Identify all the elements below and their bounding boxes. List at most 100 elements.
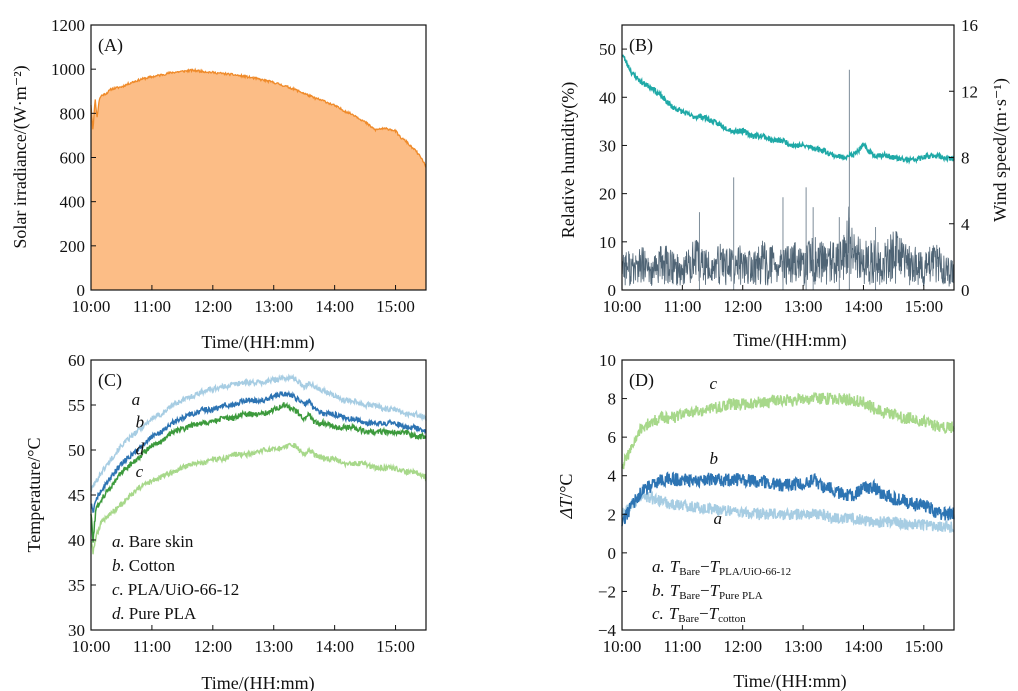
y-tick-label: 50 [68,441,85,460]
panel-d-frame [621,359,955,631]
x-tick-label: 10:00 [72,297,111,316]
delta-t-line-a [621,489,955,534]
legend-item-cotton: b. Cotton [112,556,176,575]
legend-item-pla-uio: c. PLA/UiO-66-12 [112,580,239,599]
legend-symbol: T [669,604,680,623]
legend-subscript: Bare [678,613,699,625]
legend-letter: b. [112,556,125,575]
x-tick-label: 14:00 [315,297,354,316]
y-tick-label: −4 [598,621,617,640]
curve-label-b: b [710,449,719,468]
x-tick-label: 15:00 [376,637,415,656]
legend-letter: c. [652,604,664,623]
legend-item-bare-minus-cotton: c. TBare−Tcotton [652,604,746,625]
legend-symbol: T [670,557,681,576]
legend-symbol: T [710,557,721,576]
temperature-line-a [90,373,427,492]
panel-a-x-axis-label: Time/(HH:mm) [201,332,314,353]
y-tick-label: 600 [60,149,86,168]
x-tick-label: 14:00 [844,297,883,316]
panel-c-label: (C) [98,370,122,391]
legend-letter: b. [652,581,665,600]
x-tick-label: 11:00 [663,637,701,656]
y-tick-label: 10 [599,351,616,370]
curve-label-c: c [710,374,718,393]
x-tick-label: 13:00 [784,297,823,316]
y-tick-label: 30 [599,136,616,155]
irradiance-line [90,67,427,168]
x-tick-label: 13:00 [254,637,293,656]
y-tick-label: 8 [608,390,617,409]
y-tick-label: 200 [60,237,86,256]
y2-tick-label: 8 [961,149,970,168]
y-tick-label: 20 [599,185,616,204]
y-tick-label: 0 [608,544,617,563]
x-tick-label: 15:00 [376,297,415,316]
y-tick-label: 4 [608,467,617,486]
y-tick-label: 55 [68,396,85,415]
legend-subscript: Bare [679,566,700,578]
temperature-line-b [90,390,427,513]
legend-text: Pure PLA [129,604,197,623]
panel-b-humidity-wind-chart: 10:00 11:00 12:00 13:00 14:00 15:000102030405… [558,16,1011,351]
panel-d-y-axis-label: ΔT/°C [556,474,576,520]
panel-b-y-axis-label: Relative humidity(%) [558,82,579,238]
legend-subscript: PLA/UiO-66-12 [719,566,791,578]
x-tick-label: 10:00 [72,637,111,656]
panel-d-x-axis-label: Time/(HH:mm) [733,671,846,691]
y-tick-label: 35 [68,576,85,595]
x-tick-label: 12:00 [193,297,232,316]
temperature-line-d [90,401,427,543]
y2-tick-label: 12 [961,82,978,101]
panel-a-y-axis-label: Solar irradiance/(W·m⁻²) [10,65,31,248]
y-tick-label: 1000 [51,60,85,79]
legend-symbol: T [670,581,681,600]
wind-speed-line [621,206,955,287]
x-tick-label: 11:00 [663,297,701,316]
legend-letter: a. [112,532,125,551]
legend-symbol: T [710,581,721,600]
curve-label-a: a [714,509,723,528]
y-tick-label: 45 [68,486,85,505]
panel-d-delta-t-chart: c b a 10:00 11:00 12:00 13:00 14:00 15:00 −4 −2 0 2… [556,351,955,691]
panel-c-y-axis-label: Temperature/°C [24,438,44,553]
y-tick-label: 800 [60,104,86,123]
x-tick-label: 14:00 [315,637,354,656]
y-tick-label: 400 [60,193,86,212]
panel-a-label: (A) [98,35,123,56]
panel-c-legend: a. Bare skin b. Cotton c. PLA/UiO-66-12 d. P… [112,532,239,623]
curve-label-a: a [132,390,141,409]
legend-subscript: cotton [718,613,746,625]
panel-b-x-axis-label: Time/(HH:mm) [733,330,846,351]
legend-item-bare-minus-pure-pla: b. TBare−TPure PLA [652,581,763,602]
x-tick-label: 13:00 [784,637,823,656]
y-tick-label: 30 [68,621,85,640]
panel-d-label: (D) [629,370,654,391]
panel-d-legend: a. TBare−TPLA/UiO-66-12 b. TBare−TPure PLA… [652,557,791,625]
panel-c-x-axis-label: Time/(HH:mm) [201,673,314,691]
humidity-line [621,54,955,165]
legend-letter: c. [112,580,124,599]
temperature-line-c [90,442,427,555]
y-tick-label: 0 [77,281,86,300]
legend-letter: a. [652,557,665,576]
y-tick-label: 2 [608,505,617,524]
legend-text: Bare skin [129,532,194,551]
x-tick-label: 14:00 [844,637,883,656]
y-tick-label: 60 [68,351,85,370]
legend-text: PLA/UiO-66-12 [128,580,239,599]
delta-t-line-b [621,471,955,527]
y-tick-label: 40 [599,88,616,107]
x-tick-label: 11:00 [133,637,171,656]
panel-b-label: (B) [629,35,653,56]
x-tick-label: 12:00 [723,297,762,316]
legend-letter: d. [112,604,125,623]
x-tick-label: 15:00 [904,637,943,656]
x-tick-label: 12:00 [723,637,762,656]
y2-tick-label: 4 [961,215,970,234]
panel-b-y2-axis-label: Wind speed/(m·s⁻¹) [990,78,1011,222]
y-tick-label: 1200 [51,16,85,35]
legend-item-bare-skin: a. Bare skin [112,532,194,551]
